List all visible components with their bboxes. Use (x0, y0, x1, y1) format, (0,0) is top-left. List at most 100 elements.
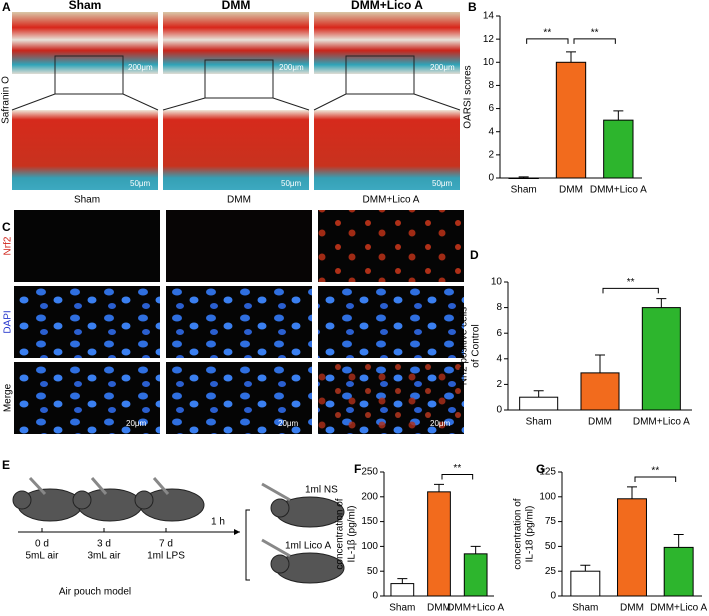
y-tick-label: 4 (488, 126, 494, 137)
y-tick-label: 2 (488, 149, 494, 160)
y-tick-label: 0 (496, 405, 502, 416)
group-label: DMM (222, 0, 251, 12)
y-tick-label: 125 (539, 467, 556, 478)
bar (617, 498, 647, 597)
x-tick-label: DMM (427, 603, 451, 614)
panel-label: B (468, 0, 477, 14)
panel-label: C (2, 220, 11, 234)
significance-label: ** (591, 28, 599, 39)
y-tick-label: 4 (496, 353, 502, 364)
x-tick-label: Sham (572, 603, 598, 614)
y-tick-label: 6 (488, 103, 494, 114)
y-tick-label: 250 (361, 467, 378, 478)
error-bar (397, 578, 408, 584)
y-axis-title: IL-1β (pg/ml) (347, 506, 358, 563)
error-bar (533, 390, 544, 398)
y-tick-label: 50 (367, 566, 379, 577)
y-axis-title: concentration of (513, 498, 524, 569)
group-label: DMM (227, 195, 251, 206)
significance-bracket (602, 287, 659, 294)
error-bar (673, 533, 684, 548)
y-tick-label: 100 (361, 541, 378, 552)
y-tick-label: 0 (488, 173, 494, 184)
bar (508, 177, 539, 179)
timepoint: 3 d (97, 539, 111, 550)
error-bar (595, 354, 605, 373)
x-tick-label: Sham (526, 417, 552, 428)
panel-label: D (470, 248, 479, 262)
timepoint: 0 d (35, 539, 49, 550)
error-bar (580, 564, 591, 572)
error-bar (566, 51, 576, 63)
y-tick-label: 0 (372, 591, 378, 602)
significance-bracket (634, 476, 677, 482)
fluorescence-images (14, 210, 464, 434)
bar (519, 396, 559, 411)
y-tick-label: 150 (361, 516, 378, 527)
stain-label: Safranin O (1, 76, 12, 124)
significance-bracket (441, 473, 474, 480)
bar (580, 372, 620, 411)
scale-bar: 200μm (430, 63, 455, 72)
bar (463, 553, 488, 597)
y-tick-label: 0 (550, 591, 556, 602)
bar (427, 491, 451, 597)
error-bar (434, 483, 444, 492)
group-label: Sham (74, 195, 100, 206)
error-bar (518, 176, 529, 178)
y-tick-label: 75 (545, 516, 557, 527)
y-axis-title: IL-18 (pg/ml) (525, 506, 536, 563)
y-tick-label: 10 (491, 277, 503, 288)
significance-label: ** (543, 28, 551, 39)
significance-label: ** (453, 463, 461, 474)
caption: Air pouch model (59, 587, 131, 598)
panel-label: E (2, 458, 10, 472)
group-label: DMM+Lico A (363, 195, 420, 206)
bar (603, 119, 634, 179)
y-tick-label: 100 (539, 491, 556, 502)
panel-label: F (354, 462, 361, 476)
y-axis-title: of Control (471, 324, 482, 367)
significance-label: ** (651, 466, 659, 477)
row-label: Merge (3, 383, 14, 412)
x-tick-label: DMM (588, 417, 612, 428)
interval: 1 h (211, 517, 225, 528)
treatment: 3mL air (88, 551, 122, 562)
panel-label: A (2, 0, 11, 14)
y-tick-label: 25 (545, 566, 557, 577)
x-tick-label: DMM+Lico A (447, 603, 504, 614)
error-bar (470, 545, 481, 554)
y-tick-label: 6 (496, 328, 502, 339)
x-tick-label: DMM+Lico A (633, 417, 690, 428)
bar (641, 307, 681, 411)
row-label: Nrf2 (3, 236, 14, 255)
group-label: 1ml Lico A (285, 541, 331, 552)
x-tick-label: DMM (620, 603, 644, 614)
x-tick-label: DMM (559, 185, 583, 196)
scale-bar: 200μm (279, 63, 304, 72)
panel-label: G (536, 462, 545, 476)
scale-bar: 50μm (130, 179, 151, 188)
timepoint: 7 d (159, 539, 173, 550)
y-tick-label: 200 (361, 491, 378, 502)
y-axis-title: concentration of (335, 498, 346, 569)
x-tick-label: Sham (389, 603, 415, 614)
error-bar (656, 298, 667, 308)
y-tick-label: 10 (483, 57, 495, 68)
group-label: Sham (69, 0, 102, 12)
x-tick-label: DMM+Lico A (590, 185, 647, 196)
group-label: DMM+Lico A (351, 0, 423, 12)
y-tick-label: 14 (483, 11, 495, 22)
scale-bar: 20μm (278, 419, 299, 428)
x-tick-label: Sham (511, 185, 537, 196)
bar (390, 583, 415, 597)
bar (555, 61, 587, 179)
row-label: DAPI (3, 310, 14, 333)
y-tick-label: 12 (483, 34, 495, 45)
scale-bar: 50μm (432, 179, 453, 188)
histology-images (11, 12, 461, 190)
significance-bracket (526, 38, 569, 44)
x-tick-label: DMM+Lico A (650, 603, 707, 614)
mice-diagram (12, 476, 345, 584)
